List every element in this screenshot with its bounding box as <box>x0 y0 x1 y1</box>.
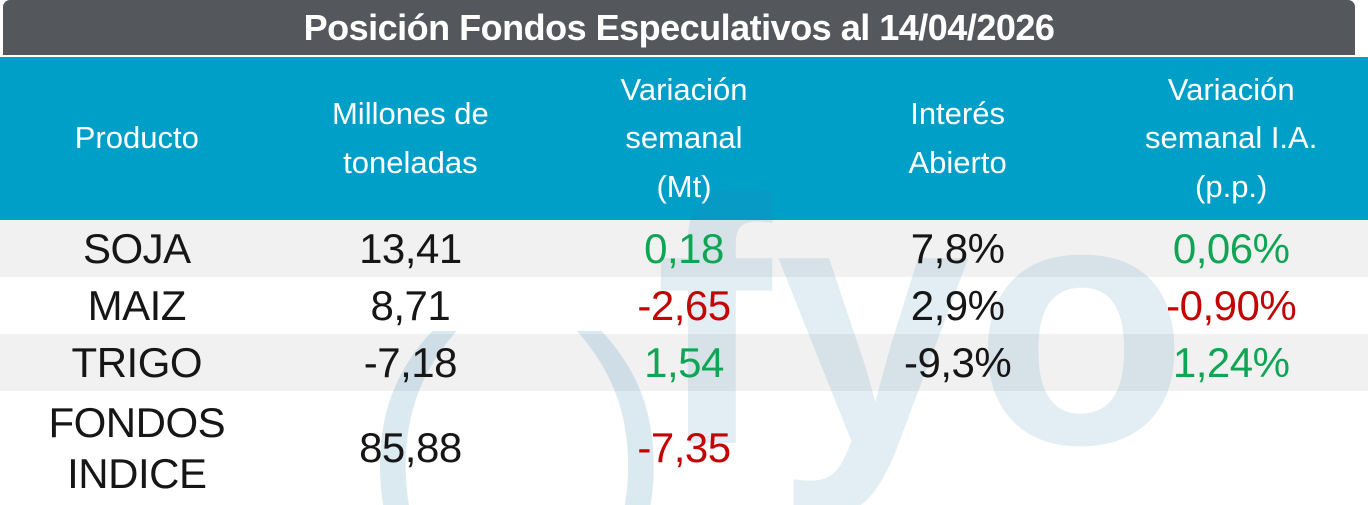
row-stripe <box>0 220 1368 277</box>
product-cell: TRIGO <box>71 338 203 386</box>
title-bar: Posición Fondos Especulativos al 14/04/2… <box>3 0 1355 55</box>
column-header-variacion-ia: Variación semanal I.A. (p.p.) <box>1145 72 1318 204</box>
variacion-mt-cell: 0,18 <box>644 224 724 272</box>
page-title: Posición Fondos Especulativos al 14/04/2… <box>303 6 1055 48</box>
variacion-ia-cell: -0,90% <box>1166 281 1297 329</box>
product-cell: FONDOS INDICE <box>48 398 226 497</box>
interes-cell: -9,3% <box>903 338 1012 386</box>
product-cell: MAIZ <box>87 281 187 329</box>
table-row-maiz: MAIZ 8,71 -2,65 2,9% -0,90% <box>0 277 1368 334</box>
row-stripe <box>0 334 1368 391</box>
variacion-mt-cell: -2,65 <box>637 281 731 329</box>
table-body: (,) fyo SOJA 13,41 0,18 7,8% 0,06% MAIZ … <box>0 148 1368 505</box>
variacion-mt-cell: -7,35 <box>637 424 731 472</box>
variacion-ia-cell: 0,06% <box>1172 224 1290 272</box>
table-row-fondos-indice: FONDOS INDICE 85,88 -7,35 <box>0 391 1368 505</box>
variacion-mt-cell: 1,54 <box>644 338 724 386</box>
interes-cell: 2,9% <box>910 281 1005 329</box>
column-header-millones: Millones de toneladas <box>331 96 489 180</box>
millones-cell: 85,88 <box>359 424 462 472</box>
millones-cell: 13,41 <box>359 224 462 272</box>
millones-cell: 8,71 <box>370 281 451 329</box>
row-background-stripes <box>0 220 1368 505</box>
table-rows: SOJA 13,41 0,18 7,8% 0,06% MAIZ 8,71 -2,… <box>0 220 1368 505</box>
interes-cell: 7,8% <box>910 224 1005 272</box>
millones-cell: -7,18 <box>363 338 458 386</box>
table-row-soja: SOJA 13,41 0,18 7,8% 0,06% <box>0 220 1368 277</box>
column-header-interes: Interés Abierto <box>908 96 1007 180</box>
column-header-producto: Producto <box>74 120 199 156</box>
variacion-ia-cell: 1,24% <box>1172 338 1290 386</box>
column-header-variacion-mt: Variación semanal (Mt) <box>620 72 748 204</box>
table-header-row: Producto Millones de toneladas Variación… <box>0 57 1368 220</box>
product-cell: SOJA <box>82 224 191 272</box>
table-row-trigo: TRIGO -7,18 1,54 -9,3% 1,24% <box>0 334 1368 391</box>
